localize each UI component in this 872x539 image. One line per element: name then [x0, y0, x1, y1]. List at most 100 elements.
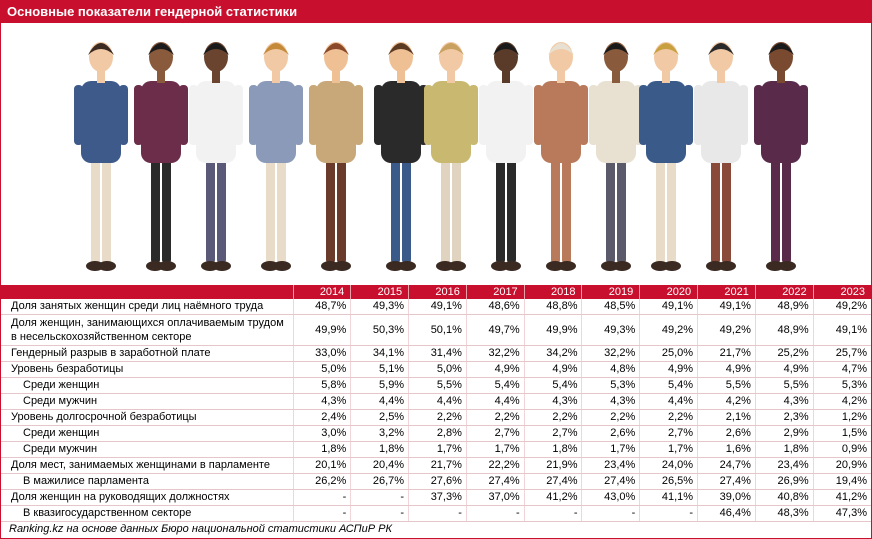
value-cell: 50,3% [350, 314, 409, 346]
person-arm [639, 85, 648, 145]
value-cell: 2,2% [465, 409, 525, 426]
person-leg [452, 158, 461, 263]
value-cell: 37,0% [465, 489, 525, 506]
person-torso [316, 81, 356, 163]
year-header-2018: 2018 [523, 285, 582, 299]
person-arm [74, 85, 83, 145]
value-cell: 49,1% [697, 299, 756, 315]
table-row: В мажилисе парламента 26,2% 26,7% 27,6% 27,4… [1, 473, 871, 490]
value-cell: 49,7% [465, 314, 525, 346]
value-cell: 27,4% [697, 473, 756, 490]
value-cell: 5,9% [350, 377, 409, 394]
person-leg [656, 158, 665, 263]
value-cell: 1,2% [812, 409, 871, 426]
person-torso [701, 81, 741, 163]
page-title: Основные показатели гендерной статистики [1, 1, 871, 23]
value-cell: 20,1% [292, 457, 351, 474]
person-hair [388, 43, 414, 55]
person-shoe [333, 261, 351, 271]
person-neck [557, 67, 565, 83]
value-cell: 21,7% [408, 457, 467, 474]
value-cell: 1,7% [639, 441, 698, 458]
person-leg [102, 158, 111, 263]
value-cell: 26,5% [639, 473, 698, 490]
value-cell: 49,3% [581, 314, 640, 346]
person-arm [684, 85, 693, 145]
value-cell: 2,7% [523, 425, 582, 442]
person-arm [694, 85, 703, 145]
value-cell: 5,1% [350, 361, 409, 378]
value-cell: 31,4% [408, 345, 467, 362]
value-cell: 0,9% [812, 441, 871, 458]
value-cell: 27,4% [465, 473, 525, 490]
person-hair [768, 43, 794, 55]
person-hair [323, 43, 349, 55]
value-cell: 49,2% [812, 299, 871, 315]
person-leg [151, 158, 160, 263]
value-cell: 49,2% [639, 314, 698, 346]
value-cell: 1,6% [697, 441, 756, 458]
value-cell: 2,6% [581, 425, 640, 442]
person-neck [332, 67, 340, 83]
person-neck [447, 67, 455, 83]
person-arm [134, 85, 143, 145]
value-cell: 49,1% [812, 314, 871, 346]
person-leg [391, 158, 400, 263]
value-cell: 41,2% [812, 489, 871, 506]
value-cell: 5,5% [754, 377, 814, 394]
year-header-2020: 2020 [639, 285, 698, 299]
value-cell: 4,4% [639, 393, 698, 410]
person-arm [739, 85, 748, 145]
table-row: Уровень безработицы 5,0% 5,1% 5,0% 4,9% 4,9% 4… [1, 361, 871, 378]
value-cell: 4,4% [465, 393, 525, 410]
value-cell: 2,2% [523, 409, 582, 426]
value-cell: 33,0% [292, 345, 351, 362]
person-leg [217, 158, 226, 263]
person-shoe [503, 261, 521, 271]
row-label: Доля женщин, занимающихся оплачиваемым т… [1, 314, 293, 346]
value-cell: 49,9% [523, 314, 582, 346]
person-hair [653, 43, 679, 55]
person-hair [708, 43, 734, 55]
table-row: Доля занятых женщин среди лиц наёмного т… [1, 299, 871, 315]
table-row: Среди женщин 5,8% 5,9% 5,5% 5,4% 5,4% 5,3% 5,4%… [1, 377, 871, 394]
value-cell: 4,9% [639, 361, 698, 378]
table-row: Уровень долгосрочной безработицы 2,4% 2,5%… [1, 409, 871, 426]
value-cell: 23,4% [581, 457, 640, 474]
value-cell: 5,5% [697, 377, 756, 394]
value-cell: 20,9% [812, 457, 871, 474]
value-cell: 2,7% [465, 425, 525, 442]
person-leg [711, 158, 720, 263]
person-leg [782, 158, 791, 263]
table-row: В квазигосударственном секторе - - - - - - -46,… [1, 505, 871, 522]
value-cell: 4,2% [697, 393, 756, 410]
value-cell: 4,3% [292, 393, 351, 410]
person-hair [88, 43, 114, 55]
table-header-row: 2014 2015 2016 2017 2018 2019 2020 2021 2022 2023 [1, 285, 871, 299]
people-illustration [1, 23, 871, 285]
value-cell: 4,9% [465, 361, 525, 378]
value-cell: - [350, 489, 409, 506]
person-shoe [778, 261, 796, 271]
person-leg [606, 158, 615, 263]
value-cell: 4,3% [523, 393, 582, 410]
person-neck [212, 67, 220, 83]
value-cell: 48,3% [754, 505, 814, 522]
value-cell: 23,4% [754, 457, 814, 474]
value-cell: 4,3% [754, 393, 814, 410]
value-cell: 2,2% [639, 409, 698, 426]
person-arm [754, 85, 763, 145]
person-leg [617, 158, 626, 263]
year-header-2017: 2017 [465, 285, 525, 299]
value-cell: - [639, 505, 698, 522]
value-cell: 34,1% [350, 345, 409, 362]
year-header-2019: 2019 [581, 285, 640, 299]
person-leg [277, 158, 286, 263]
value-cell: 48,5% [581, 299, 640, 315]
person-shoe [718, 261, 736, 271]
value-cell: 24,7% [697, 457, 756, 474]
value-cell: 1,8% [754, 441, 814, 458]
row-label: Среди женщин [1, 425, 293, 442]
value-cell: 49,1% [408, 299, 467, 315]
